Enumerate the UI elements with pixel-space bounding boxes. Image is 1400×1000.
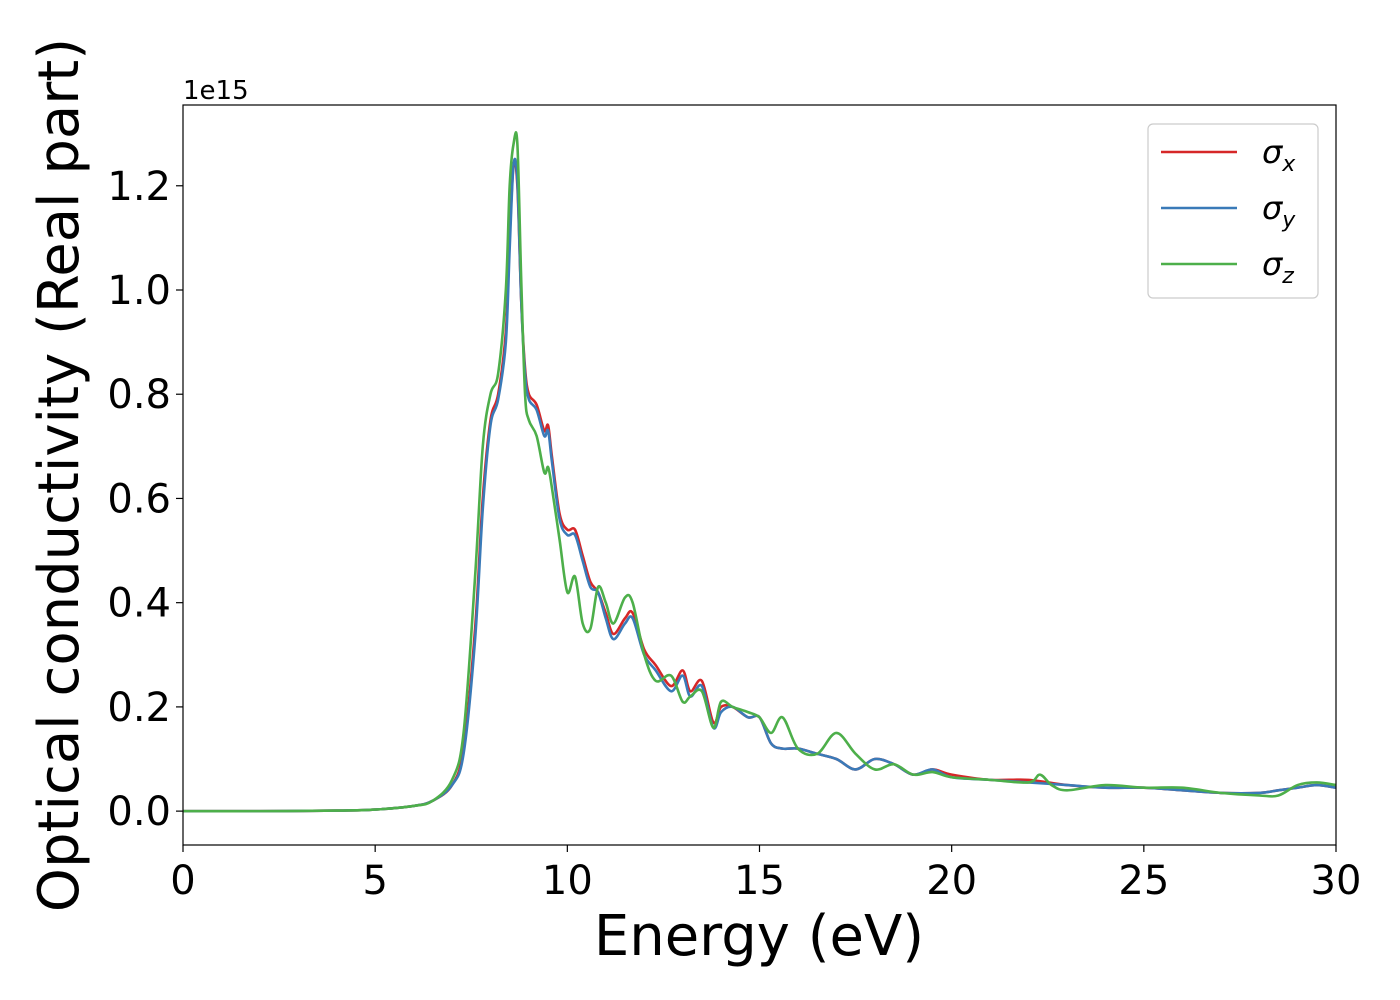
- legend-label-z: σz: [1262, 245, 1294, 289]
- x-tick-label: 5: [362, 858, 387, 904]
- y-tick-label: 0.2: [107, 685, 171, 731]
- y-tick-label: 0.0: [107, 789, 171, 835]
- tick-layer: 0 5 10 15 20 25 30 0.0 0.2 0.4 0.6 0.8 1.0 1.2: [107, 164, 1361, 904]
- y-offset-label: 1e15: [183, 76, 249, 106]
- x-tick-label: 20: [926, 858, 977, 904]
- legend: σx σy σz: [1147, 123, 1319, 299]
- legend-frame: [1147, 123, 1319, 299]
- y-axis-title: Optical conductivity (Real part): [27, 38, 92, 912]
- legend-label-x: σx: [1262, 133, 1296, 177]
- x-tick-label: 10: [542, 858, 593, 904]
- legend-label-y: σy: [1262, 189, 1296, 233]
- y-tick-label: 0.8: [107, 372, 171, 418]
- x-tick-label: 30: [1311, 858, 1362, 904]
- series-layer: [182, 131, 1337, 813]
- y-tick-label: 0.4: [107, 581, 171, 627]
- x-tick-label: 15: [734, 858, 785, 904]
- x-axis-title: Energy (eV): [594, 904, 924, 969]
- x-tick-label: 0: [170, 858, 195, 904]
- y-tick-label: 0.6: [107, 476, 171, 522]
- y-tick-label: 1.2: [107, 164, 171, 210]
- y-tick-label: 1.0: [107, 268, 171, 314]
- x-tick-label: 25: [1118, 858, 1169, 904]
- series-line-z: [182, 131, 1337, 813]
- legend-entries: σx σy σz: [1161, 133, 1296, 289]
